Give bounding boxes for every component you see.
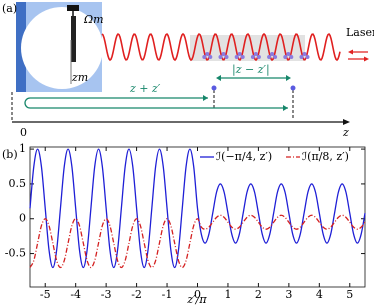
x-tick-label: 4: [316, 288, 323, 301]
atom: [253, 52, 258, 56]
x-tick-label: 5: [346, 288, 353, 301]
y-tick-label: 0.5: [9, 177, 27, 190]
atoms: [202, 52, 310, 59]
atom: [208, 55, 213, 59]
trap-region: [190, 35, 305, 61]
laser-arrows: [348, 49, 369, 62]
atom: [289, 55, 294, 59]
x-tick-label: 3: [285, 288, 292, 301]
x-axis-label: z′/π: [186, 293, 207, 306]
atom: [218, 55, 223, 59]
series-line: [29, 148, 366, 269]
x-tick-label: -5: [40, 288, 51, 301]
diff-label: |z − z′|: [232, 63, 270, 77]
z-axis-label: z: [342, 126, 349, 139]
atom: [267, 55, 272, 59]
legend-label: ℐ(π/8, z′): [302, 150, 349, 163]
x-tick-label: -3: [101, 288, 112, 301]
atom: [221, 52, 226, 56]
y-tick-label: -0.5: [5, 247, 26, 260]
x-tick-label: -2: [131, 288, 142, 301]
atom: [270, 52, 275, 56]
laser-label: Laser: [346, 26, 374, 39]
laser-wave: [101, 32, 341, 62]
omega-label: Ωm: [83, 13, 104, 26]
sensor: [67, 5, 79, 11]
x-tick-label: 2: [255, 288, 262, 301]
sum-label: z + z′: [129, 82, 161, 95]
atom: [205, 52, 210, 56]
atom: [299, 55, 304, 59]
cavity-edge: [16, 2, 26, 92]
panel-label: (b): [2, 148, 18, 161]
mirror: [71, 16, 76, 62]
y-tick-label: 0: [19, 212, 26, 225]
atom: [250, 55, 255, 59]
atom: [305, 55, 310, 59]
atom: [283, 55, 288, 59]
x-tick-label: -1: [162, 288, 173, 301]
paths: [24, 75, 291, 111]
series-line: [29, 214, 366, 269]
atom: [224, 55, 229, 59]
x-tick-label: -4: [70, 288, 81, 301]
atom: [273, 55, 278, 59]
z-axis-arrow: [343, 119, 350, 125]
atom: [302, 52, 307, 56]
x-tick-label: 1: [224, 288, 231, 301]
atom: [202, 55, 207, 59]
atom-marker: [211, 85, 217, 91]
atom: [286, 52, 291, 56]
atom: [240, 55, 245, 59]
atom: [237, 52, 242, 56]
cavity-circle: [21, 7, 103, 89]
origin-label: 0: [20, 126, 27, 139]
atom: [234, 55, 239, 59]
x-tick-label: 0: [194, 288, 201, 301]
y-tick-label: 1: [19, 142, 26, 155]
legend-label: ℐ(−π/4, z′): [216, 150, 272, 163]
panel-label: (a): [2, 2, 17, 15]
zm-label: zm: [71, 71, 88, 84]
atom-marker: [290, 85, 296, 91]
dashed-markers: [11, 90, 294, 120]
atom: [256, 55, 261, 59]
